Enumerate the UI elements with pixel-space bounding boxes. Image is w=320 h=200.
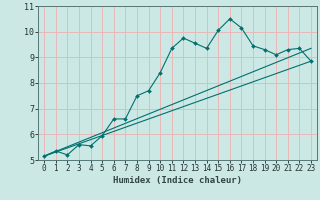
X-axis label: Humidex (Indice chaleur): Humidex (Indice chaleur) bbox=[113, 176, 242, 185]
